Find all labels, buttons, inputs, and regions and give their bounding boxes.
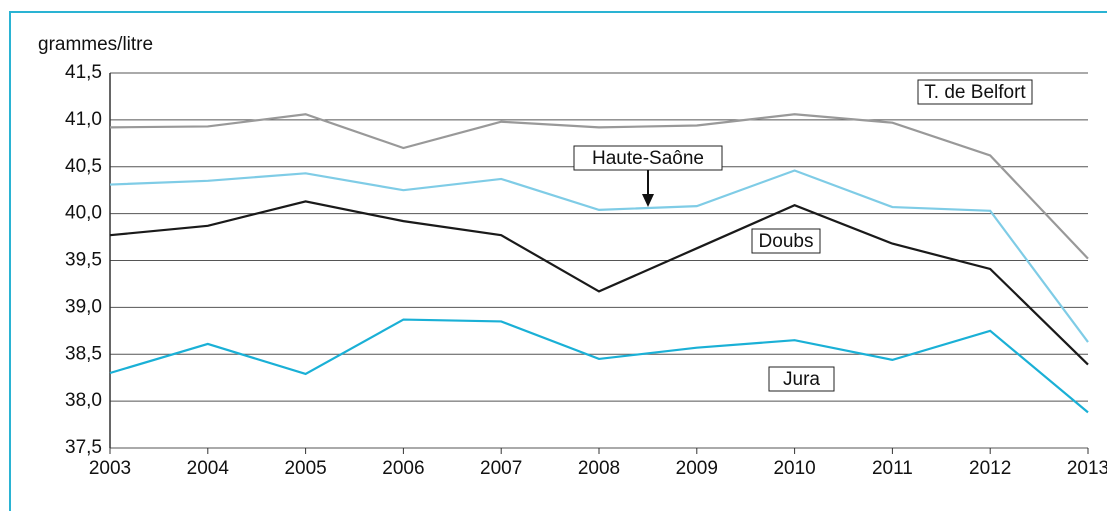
y-tick-label: 41,0 bbox=[65, 109, 102, 130]
frame bbox=[9, 11, 1107, 511]
line-series bbox=[109, 113, 1089, 260]
x-tick-label: 2011 bbox=[872, 458, 913, 479]
y-tick-label: 40,5 bbox=[65, 156, 102, 177]
y-tick-label: 39,5 bbox=[65, 250, 102, 271]
x-tick-label: 2005 bbox=[284, 458, 326, 479]
y-axis-label: grammes/litre bbox=[38, 34, 153, 55]
y-tick-label: 41,5 bbox=[65, 62, 102, 83]
x-tick-label: 2009 bbox=[676, 458, 718, 479]
series-label: T. de Belfort bbox=[924, 82, 1026, 103]
x-tick-label: 2008 bbox=[578, 458, 620, 479]
y-tick-label: 37,5 bbox=[65, 437, 102, 458]
series-label-box bbox=[917, 79, 1033, 105]
x-tick-label: 2003 bbox=[89, 458, 131, 479]
x-tick-label: 2006 bbox=[382, 458, 424, 479]
x-tick-label: 2004 bbox=[187, 458, 230, 479]
series-label-box bbox=[751, 228, 821, 254]
x-tick-label: 2012 bbox=[969, 458, 1011, 479]
line-series bbox=[109, 169, 1089, 343]
y-tick-label: 38,0 bbox=[65, 390, 102, 411]
series-label-box bbox=[573, 145, 723, 171]
y-tick-label: 39,0 bbox=[65, 296, 102, 317]
x-tick-label: 2010 bbox=[773, 458, 815, 479]
series-label: Haute-Saône bbox=[592, 148, 704, 169]
series-label: Jura bbox=[783, 369, 820, 390]
line-series bbox=[109, 318, 1089, 414]
series-label-box bbox=[768, 366, 835, 392]
arrow-head bbox=[642, 194, 654, 207]
x-tick-label: 2013 bbox=[1067, 458, 1107, 479]
y-tick-label: 40,0 bbox=[65, 203, 102, 224]
y-tick-label: 38,5 bbox=[65, 343, 102, 364]
x-tick-label: 2007 bbox=[480, 458, 522, 479]
series-label: Doubs bbox=[759, 231, 814, 252]
line-series bbox=[109, 200, 1089, 366]
